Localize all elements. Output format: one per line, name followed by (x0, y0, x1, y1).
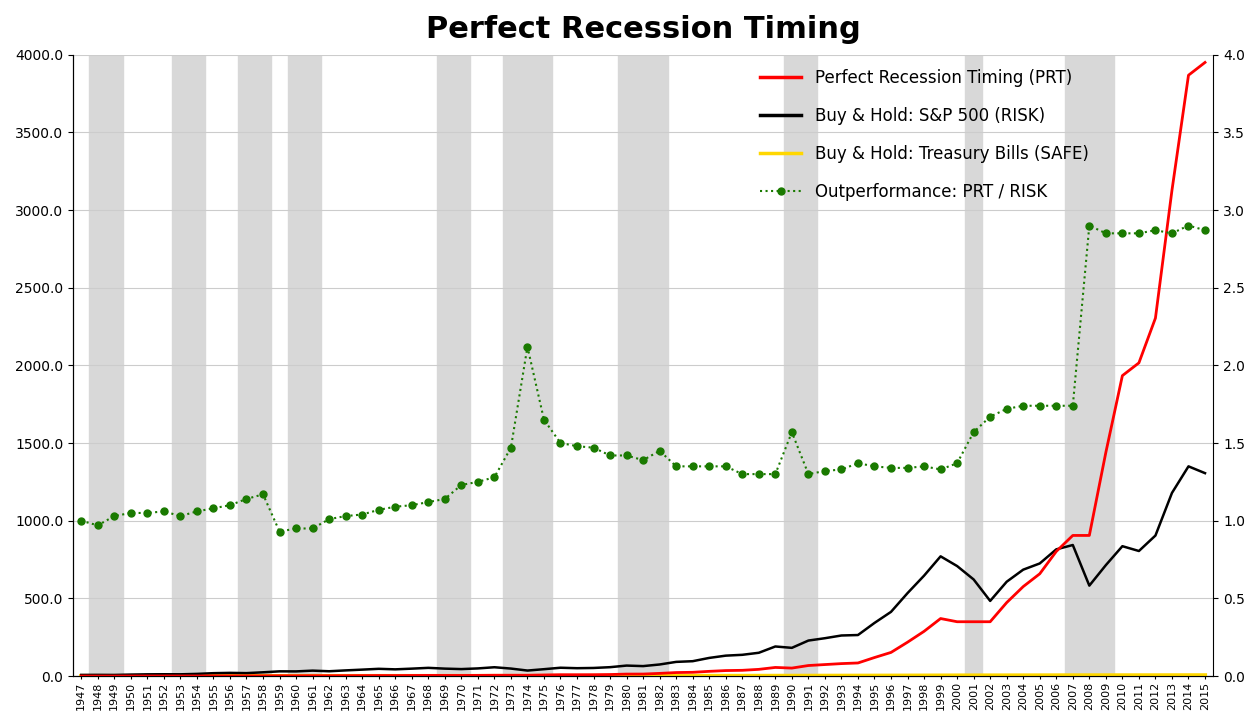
Bar (784, 54, 816, 676)
Bar (619, 54, 635, 676)
Bar (89, 54, 122, 676)
Bar (436, 54, 470, 676)
Bar (173, 54, 205, 676)
Bar (635, 54, 668, 676)
Legend: Perfect Recession Timing (PRT), Buy & Hold: S&P 500 (RISK), Buy & Hold: Treasury: Perfect Recession Timing (PRT), Buy & Ho… (760, 69, 1089, 202)
Bar (287, 54, 321, 676)
Bar (503, 54, 552, 676)
Bar (238, 54, 271, 676)
Bar (1065, 54, 1114, 676)
Title: Perfect Recession Timing: Perfect Recession Timing (426, 15, 861, 44)
Bar (965, 54, 982, 676)
